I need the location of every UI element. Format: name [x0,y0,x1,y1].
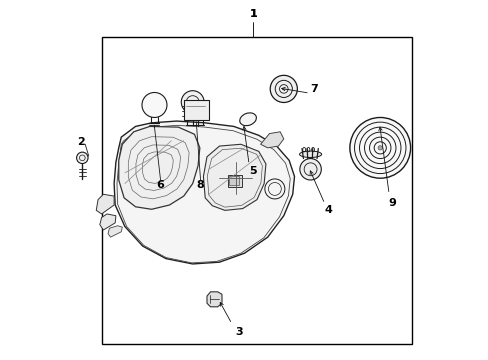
Polygon shape [108,226,122,237]
Polygon shape [260,132,283,148]
Circle shape [377,146,382,150]
Text: 8: 8 [196,180,203,190]
Text: 5: 5 [249,166,257,176]
Polygon shape [206,292,222,307]
Ellipse shape [299,151,321,157]
Bar [229,176,239,185]
Polygon shape [100,214,116,230]
Circle shape [77,152,88,163]
Text: 7: 7 [310,84,317,94]
Bar [183,100,208,120]
Polygon shape [203,144,265,210]
Text: 9: 9 [388,198,396,208]
Circle shape [270,75,297,103]
Circle shape [349,117,410,178]
Circle shape [142,93,166,117]
Ellipse shape [239,113,256,126]
Text: 2: 2 [77,138,84,148]
Polygon shape [114,121,294,264]
Circle shape [181,91,203,113]
Bar [102,37,411,344]
Text: 4: 4 [324,205,332,215]
Polygon shape [119,126,200,209]
Text: 6: 6 [156,180,164,190]
Text: 1: 1 [249,9,257,19]
Polygon shape [96,194,114,214]
Circle shape [299,158,321,180]
Bar [227,175,242,187]
Text: 3: 3 [235,327,243,337]
Text: 1: 1 [249,9,257,19]
